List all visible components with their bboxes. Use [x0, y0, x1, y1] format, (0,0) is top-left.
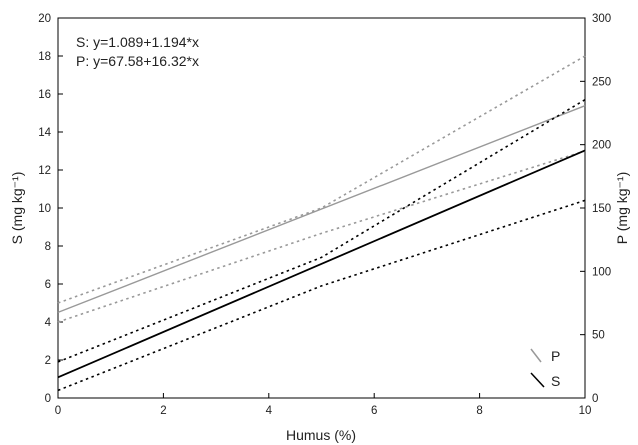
x-tick-label: 8	[476, 405, 482, 417]
y-left-tick-label: 4	[45, 317, 52, 329]
y-left-tick-label: 12	[38, 165, 51, 177]
series-s-fit-line	[57, 149, 586, 379]
y-axis-left-title: S (mg kg⁻¹)	[9, 172, 25, 245]
x-tick-label: 0	[55, 405, 61, 417]
x-tick-label: 6	[371, 405, 377, 417]
y-axis-right-title: P (mg kg⁻¹)	[614, 172, 630, 244]
equation-s: S: y=1.089+1.194*x	[76, 34, 199, 50]
y-right-tick-label: 300	[592, 13, 611, 25]
legend-p-line	[530, 348, 542, 363]
x-tick-label: 2	[160, 405, 166, 417]
series-p-ci-lower	[57, 150, 586, 323]
legend-s-line	[530, 372, 545, 388]
y-left-tick-label: 0	[45, 393, 51, 405]
plot-frame	[57, 17, 586, 399]
legend: P S	[530, 348, 560, 389]
series-s-ci-upper	[57, 99, 586, 363]
y-right-tick-label: 0	[592, 393, 598, 405]
y-left-tick-label: 14	[38, 127, 51, 139]
x-tick-label: 10	[579, 405, 592, 417]
y-right-tick-label: 250	[592, 76, 611, 88]
legend-p-label: P	[551, 348, 560, 364]
y-left-tick-label: 16	[38, 89, 51, 101]
y-left-tick-label: 6	[45, 279, 51, 291]
x-axis-title: Humus (%)	[286, 427, 356, 443]
y-left-tick-label: 20	[38, 13, 51, 25]
y-right-tick-label: 200	[592, 140, 611, 152]
y-right-tick-label: 50	[592, 330, 605, 342]
series-s-ci-lower	[57, 199, 586, 392]
equation-p: P: y=67.58+16.32*x	[76, 53, 199, 69]
y-right-tick-label: 150	[592, 203, 611, 215]
series-p-fit-line	[57, 105, 586, 314]
y-left-tick-label: 10	[38, 203, 51, 215]
y-right-tick-label: 100	[592, 266, 611, 278]
legend-s-label: S	[551, 373, 560, 389]
x-tick-label: 4	[266, 405, 273, 417]
y-left-tick-label: 8	[45, 241, 51, 253]
series-p-ci-upper	[57, 55, 586, 304]
y-left-tick-label: 2	[45, 355, 51, 367]
y-left-tick-label: 18	[38, 51, 51, 63]
